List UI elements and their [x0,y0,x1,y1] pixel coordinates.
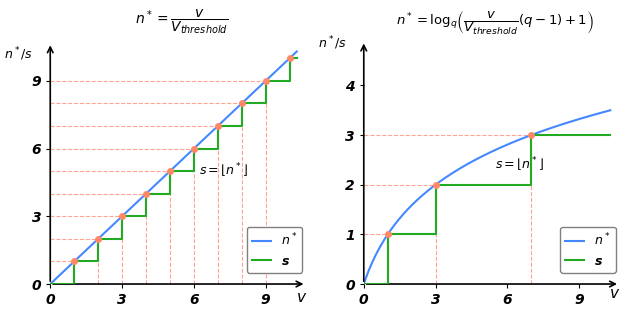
Text: $s = \lfloor n^* \rfloor$: $s = \lfloor n^* \rfloor$ [495,156,545,174]
Legend: $\boldsymbol{n^*}$, $\boldsymbol{s}$: $\boldsymbol{n^*}$, $\boldsymbol{s}$ [247,227,302,273]
Text: $n^*/s$: $n^*/s$ [318,34,347,52]
Text: $s = \lfloor n^* \rfloor$: $s = \lfloor n^* \rfloor$ [198,162,248,180]
Text: $n^*/s$: $n^*/s$ [4,45,34,62]
Legend: $\boldsymbol{n^*}$, $\boldsymbol{s}$: $\boldsymbol{n^*}$, $\boldsymbol{s}$ [560,227,616,273]
Text: $v$: $v$ [296,290,307,305]
Text: $v$: $v$ [609,286,621,301]
Title: $n^* = \log_q\!\left(\dfrac{v}{V_{\mathit{threshold}}}(q-1)+1\right)$: $n^* = \log_q\!\left(\dfrac{v}{V_{\mathi… [396,9,595,36]
Title: $n^* = \dfrac{v}{V_{\mathit{threshold}}}$: $n^* = \dfrac{v}{V_{\mathit{threshold}}}… [135,7,229,36]
